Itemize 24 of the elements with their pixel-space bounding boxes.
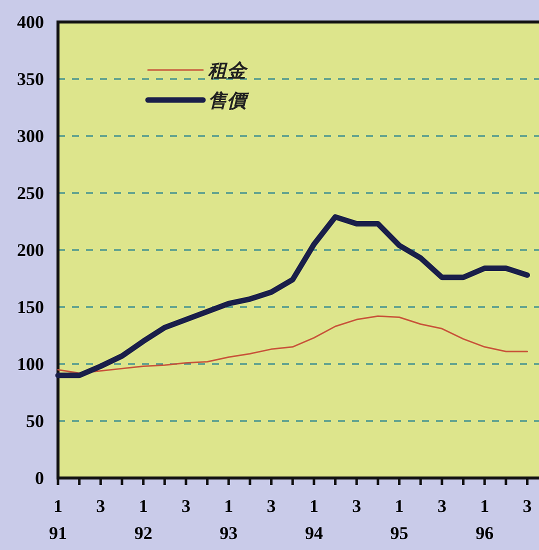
x-tick-label: 3 xyxy=(181,496,190,516)
x-tick-label: 1 93 xyxy=(220,496,238,543)
y-tick-label: 100 xyxy=(17,354,44,374)
y-tick-label: 150 xyxy=(17,297,44,317)
y-tick-label: 200 xyxy=(17,240,44,260)
x-tick-label: 3 xyxy=(266,496,276,516)
y-tick-label: 300 xyxy=(17,126,44,146)
x-tick-label: 1 91 xyxy=(49,496,67,543)
x-tick-label: 1 96 xyxy=(476,496,494,543)
y-tick-label: 0 xyxy=(35,468,44,488)
x-tick-label: 1 94 xyxy=(304,496,323,543)
y-tick-label: 50 xyxy=(26,411,44,431)
line-series xyxy=(57,315,528,374)
y-tick-label: 250 xyxy=(17,183,44,203)
x-tick-label: 1 92 xyxy=(134,496,152,543)
y-tick-label: 350 xyxy=(17,69,44,89)
x-tick-label: 1 95 xyxy=(390,496,408,543)
y-tick-label: 400 xyxy=(17,12,44,32)
x-tick-label: 3 xyxy=(352,496,362,516)
legend-label: 租金 xyxy=(207,60,249,82)
x-tick-label: 3 xyxy=(522,496,532,516)
legend-label: 售價 xyxy=(208,90,250,112)
x-tick-label: 3 xyxy=(96,496,106,516)
x-tick-label: 3 xyxy=(437,496,446,516)
